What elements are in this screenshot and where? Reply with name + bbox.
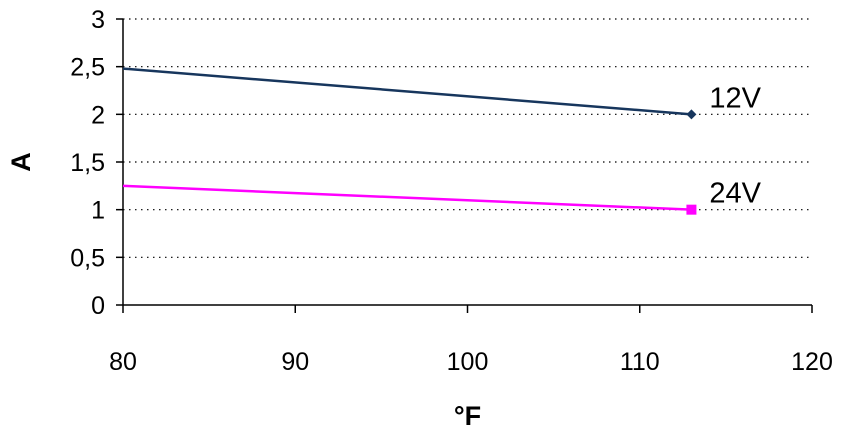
y-tick-label: 1 (91, 197, 105, 225)
x-tick-label: 80 (109, 348, 137, 376)
x-tick-label: 100 (447, 348, 489, 376)
ticks: 0 0,5 1 1,5 2 2,5 3 80 90 100 110 120 (70, 6, 833, 376)
x-axis-title: °F (454, 401, 481, 431)
y-tick-label: 2 (91, 101, 105, 129)
series-label-12V: 12V (709, 82, 761, 114)
y-tick-label: 0,5 (70, 244, 105, 272)
y-tick-label: 1,5 (70, 149, 105, 177)
series-label-24V: 24V (709, 178, 761, 210)
y-tick-label: 2,5 (70, 54, 105, 82)
data-point-12V (686, 109, 697, 120)
series-line-12V (122, 67, 692, 116)
y-axis-title: A (6, 152, 36, 172)
series: 12V 24V (122, 67, 762, 215)
y-tick-label: 3 (91, 6, 105, 34)
gridlines (123, 18, 812, 258)
data-point-24V (686, 204, 697, 215)
x-tick-label: 120 (791, 348, 833, 376)
x-tick-label: 110 (620, 348, 660, 376)
y-tick-label: 0 (91, 292, 105, 320)
series-line-24V (122, 184, 692, 211)
x-tick-label: 90 (281, 348, 309, 376)
